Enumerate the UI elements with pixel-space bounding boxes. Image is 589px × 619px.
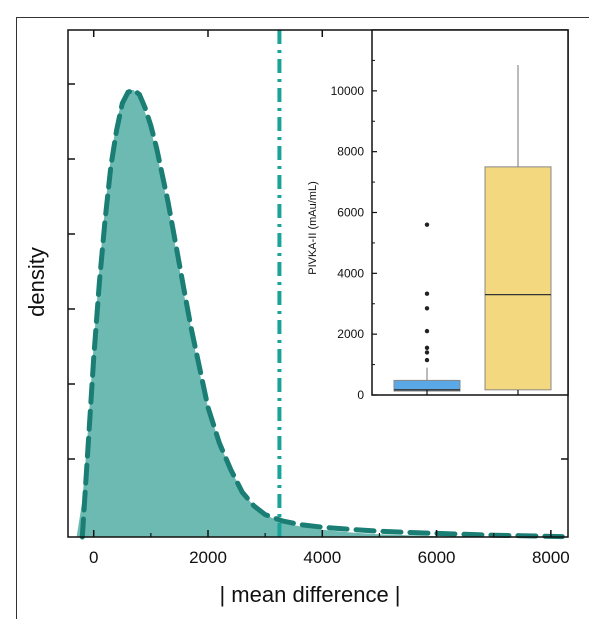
x-tick-label: 0 <box>89 548 98 567</box>
x-tick-label: 8000 <box>532 548 570 567</box>
x-tick-label: 4000 <box>303 548 341 567</box>
density-filled-area <box>68 90 563 537</box>
box-outlier-point <box>424 345 430 351</box>
box-outlier-point <box>424 357 430 363</box>
density-dashed-line <box>79 87 565 540</box>
box-body <box>484 166 552 391</box>
box-outlier-point <box>424 306 430 311</box>
inset-y-tick-label: 6000 <box>337 206 364 220</box>
box-outlier-point <box>424 350 430 355</box>
inset-y-tick-label: 0 <box>357 388 364 402</box>
inset-y-tick-label: 2000 <box>337 327 364 341</box>
x-tick-label: 6000 <box>418 548 456 567</box>
boxplot-inset: 0 2000 4000 6000 8000 10000 PIVKA-II (mAu/mL) <box>307 29 569 402</box>
inset-y-tick-label: 10000 <box>331 84 365 98</box>
y-axis-label: density <box>24 247 49 317</box>
frame-top-border <box>16 17 589 18</box>
frame-left-border <box>16 17 17 619</box>
box-outlier-point <box>424 328 430 334</box>
x-axis-label: | mean difference | <box>219 582 400 607</box>
inset-y-axis-label: PIVKA-II (mAu/mL) <box>307 181 319 275</box>
box-outlier-point <box>424 222 430 227</box>
x-tick-label: 2000 <box>189 548 227 567</box>
inset-y-tick-label: 8000 <box>337 145 364 159</box>
density-chart: 0 2000 4000 6000 8000 | mean difference | dens… <box>24 29 570 607</box>
inset-y-tick-label: 4000 <box>337 266 364 280</box>
box-outlier-point <box>424 291 430 296</box>
